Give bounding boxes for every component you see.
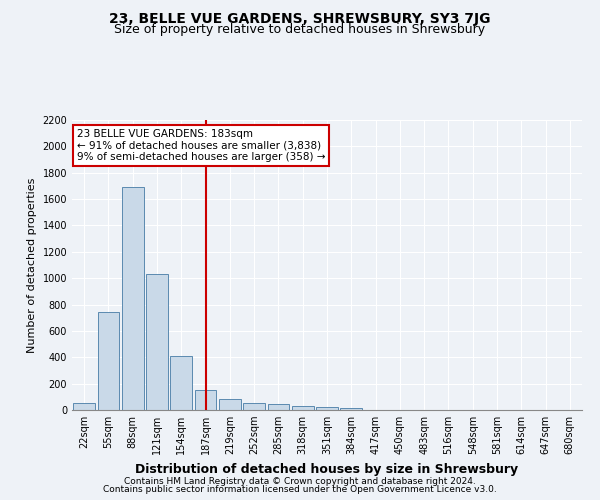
X-axis label: Distribution of detached houses by size in Shrewsbury: Distribution of detached houses by size … [136, 462, 518, 475]
Y-axis label: Number of detached properties: Number of detached properties [27, 178, 37, 352]
Text: Size of property relative to detached houses in Shrewsbury: Size of property relative to detached ho… [115, 22, 485, 36]
Text: 23, BELLE VUE GARDENS, SHREWSBURY, SY3 7JG: 23, BELLE VUE GARDENS, SHREWSBURY, SY3 7… [109, 12, 491, 26]
Bar [122, 187, 143, 410]
Bar [340, 408, 362, 410]
Bar [243, 404, 265, 410]
Bar [316, 408, 338, 410]
Bar [292, 406, 314, 410]
Bar [268, 404, 289, 410]
Bar [194, 390, 217, 410]
Bar [219, 399, 241, 410]
Text: Contains public sector information licensed under the Open Government Licence v3: Contains public sector information licen… [103, 484, 497, 494]
Bar [97, 312, 119, 410]
Text: Contains HM Land Registry data © Crown copyright and database right 2024.: Contains HM Land Registry data © Crown c… [124, 477, 476, 486]
Text: 23 BELLE VUE GARDENS: 183sqm
← 91% of detached houses are smaller (3,838)
9% of : 23 BELLE VUE GARDENS: 183sqm ← 91% of de… [77, 128, 326, 162]
Bar [170, 356, 192, 410]
Bar [73, 404, 95, 410]
Bar [146, 274, 168, 410]
